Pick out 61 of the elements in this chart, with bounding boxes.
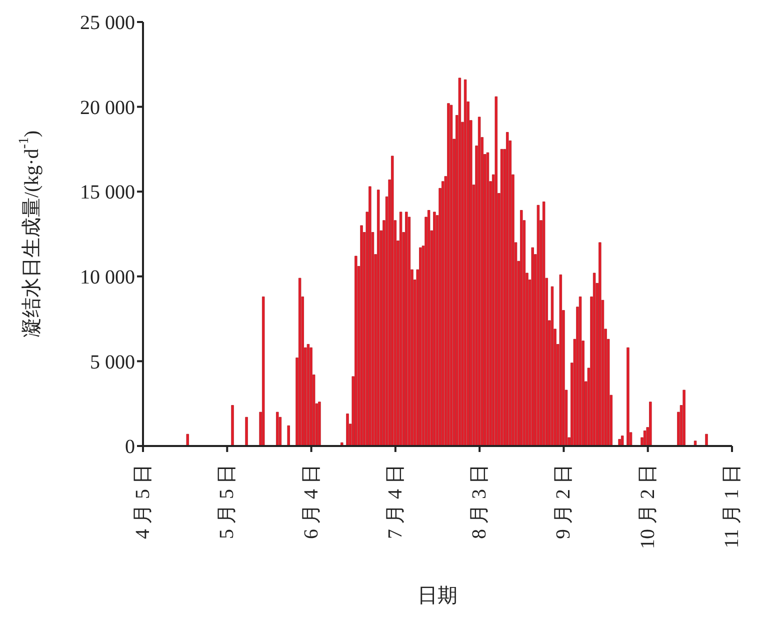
bar xyxy=(486,152,490,446)
bar xyxy=(405,212,408,446)
bar xyxy=(287,425,290,446)
bar xyxy=(433,212,436,446)
bar xyxy=(262,296,265,446)
bar xyxy=(618,439,621,446)
y-tick-label: 10 000 xyxy=(80,266,135,288)
bar xyxy=(245,416,248,446)
bar xyxy=(186,434,189,446)
bar xyxy=(578,296,582,446)
bar xyxy=(559,274,562,446)
bar xyxy=(494,96,498,446)
bar xyxy=(354,256,358,446)
bar xyxy=(310,347,312,446)
bar xyxy=(550,286,554,446)
bar xyxy=(360,225,363,446)
bar xyxy=(626,347,630,446)
x-tick-label: 11 月 1 日 xyxy=(721,464,743,548)
bar xyxy=(276,412,279,446)
y-tick-label: 25 000 xyxy=(80,12,135,34)
x-axis-title: 日期 xyxy=(418,585,458,607)
bar xyxy=(298,278,302,446)
bar xyxy=(478,116,481,446)
bar xyxy=(531,247,534,446)
bar xyxy=(598,242,602,446)
bar xyxy=(450,104,453,446)
bar xyxy=(427,210,430,446)
y-tick-label: 20 000 xyxy=(80,96,135,119)
x-tick-label: 10 月 2 日 xyxy=(636,464,659,549)
bar xyxy=(520,210,523,446)
bar xyxy=(542,202,546,446)
x-tick-label: 7 月 4 日 xyxy=(384,464,406,539)
x-tick-label: 6 月 4 日 xyxy=(300,464,322,539)
bar xyxy=(318,402,321,446)
bar xyxy=(592,272,596,446)
bar xyxy=(500,149,504,446)
bar xyxy=(506,132,509,446)
bar xyxy=(536,204,540,446)
x-tick-label: 5 月 5 日 xyxy=(216,464,238,539)
bar xyxy=(649,402,652,446)
bar xyxy=(447,103,450,446)
x-tick-label: 8 月 3 日 xyxy=(468,464,491,539)
bar xyxy=(377,190,380,446)
bar xyxy=(306,344,310,446)
bar xyxy=(621,436,624,446)
y-tick-label: 15 000 xyxy=(80,182,135,204)
bar xyxy=(705,434,708,446)
bar xyxy=(419,247,422,446)
y-tick-label: 5 000 xyxy=(90,351,135,374)
x-tick-label: 9 月 2 日 xyxy=(552,464,575,539)
bar xyxy=(694,440,697,446)
bar xyxy=(346,414,349,446)
bar xyxy=(399,212,402,446)
bar xyxy=(682,390,686,446)
y-tick-label: 0 xyxy=(125,436,135,458)
x-tick-label: 4 月 5 日 xyxy=(132,464,154,539)
bar xyxy=(458,78,462,446)
bar xyxy=(368,186,372,446)
bar xyxy=(464,79,467,446)
bar xyxy=(231,405,234,446)
bar xyxy=(391,156,394,446)
